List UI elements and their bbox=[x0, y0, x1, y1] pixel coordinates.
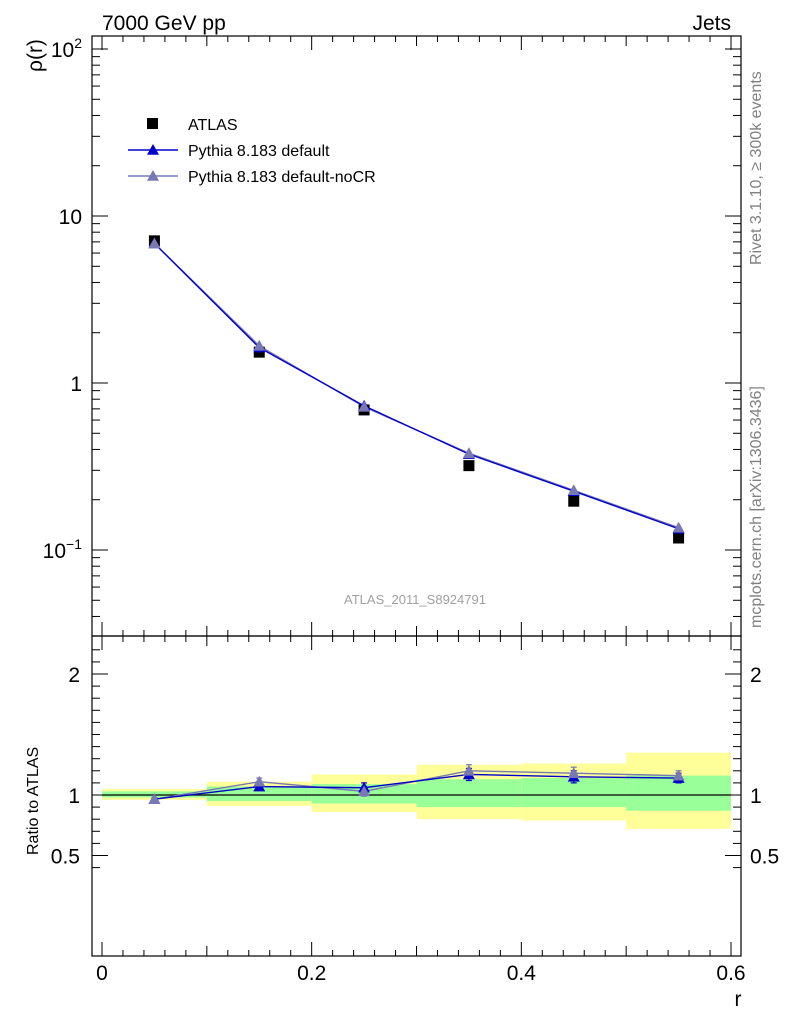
mc-point bbox=[567, 484, 580, 496]
ratio-bands bbox=[102, 752, 731, 829]
right-title: Jets bbox=[692, 12, 731, 35]
ratio-axes: 0 0.2 0.4 0.6 0.5 0.5 1 1 2 2 bbox=[51, 635, 779, 985]
ratio-line bbox=[154, 773, 679, 800]
ratio-point bbox=[462, 764, 475, 776]
ratio-point bbox=[148, 793, 161, 805]
x-tick-label: 0.4 bbox=[507, 962, 537, 985]
ratio-point bbox=[358, 785, 371, 797]
x-tick-label: 0 bbox=[96, 962, 108, 985]
x-tick-label: 0.6 bbox=[716, 962, 745, 985]
main-ylabel: ρ(r) bbox=[24, 39, 47, 72]
ratio-point bbox=[253, 775, 266, 787]
main-series bbox=[148, 235, 685, 544]
mc-point bbox=[672, 521, 685, 533]
data-point bbox=[673, 532, 685, 544]
main-y-tick-label: 10 bbox=[59, 206, 82, 229]
data-point bbox=[568, 495, 580, 507]
ratio-y-tick-label: 0.5 bbox=[51, 846, 80, 869]
ratio-ylabel: Ratio to ATLAS bbox=[25, 747, 42, 855]
legend-label: Pythia 8.183 default-noCR bbox=[188, 169, 376, 186]
series-line bbox=[153, 242, 679, 529]
analysis-tag: ATLAS_2011_S8924791 bbox=[344, 592, 486, 607]
ratio-y-tick-label: 2 bbox=[68, 664, 80, 687]
legend: ATLAS Pythia 8.183 default Pythia 8.183 de… bbox=[128, 117, 376, 186]
series-line bbox=[153, 242, 679, 530]
legend-label: ATLAS bbox=[188, 117, 238, 134]
x-tick-label: 0.2 bbox=[297, 962, 326, 985]
mc-point bbox=[253, 339, 266, 351]
ratio-y-tick-label: 1 bbox=[68, 785, 80, 808]
main-y-tick-label: 102 bbox=[51, 35, 82, 62]
data-point bbox=[463, 460, 475, 472]
main-y-tick-label: 10−1 bbox=[43, 536, 83, 563]
ratio-y-tick-label-right: 0.5 bbox=[750, 846, 779, 869]
ratio-series bbox=[148, 764, 685, 805]
mcplots-label: mcplots.cern.ch [arXiv:1306.3436] bbox=[748, 386, 765, 628]
legend-marker-triangle bbox=[147, 144, 159, 155]
ratio-y-tick-label-right: 2 bbox=[750, 664, 762, 687]
rivet-label: Rivet 3.1.10, ≥ 300k events bbox=[748, 71, 765, 265]
legend-marker-triangle bbox=[147, 170, 159, 181]
main-y-tick-label: 1 bbox=[70, 373, 82, 396]
ratio-xlabel: r bbox=[735, 988, 742, 1011]
mc-point bbox=[462, 447, 475, 458]
left-title: 7000 GeV pp bbox=[102, 12, 226, 35]
mc-point bbox=[358, 400, 371, 412]
main-axes: 102 10 1 10−1 bbox=[43, 35, 742, 637]
legend-label: Pythia 8.183 default bbox=[188, 143, 330, 160]
band-stat bbox=[416, 779, 522, 808]
ratio-point bbox=[672, 769, 685, 781]
legend-marker-square bbox=[147, 118, 158, 129]
ratio-point bbox=[567, 767, 580, 779]
ratio-y-tick-label-right: 1 bbox=[750, 785, 762, 808]
mc-point bbox=[148, 237, 161, 249]
